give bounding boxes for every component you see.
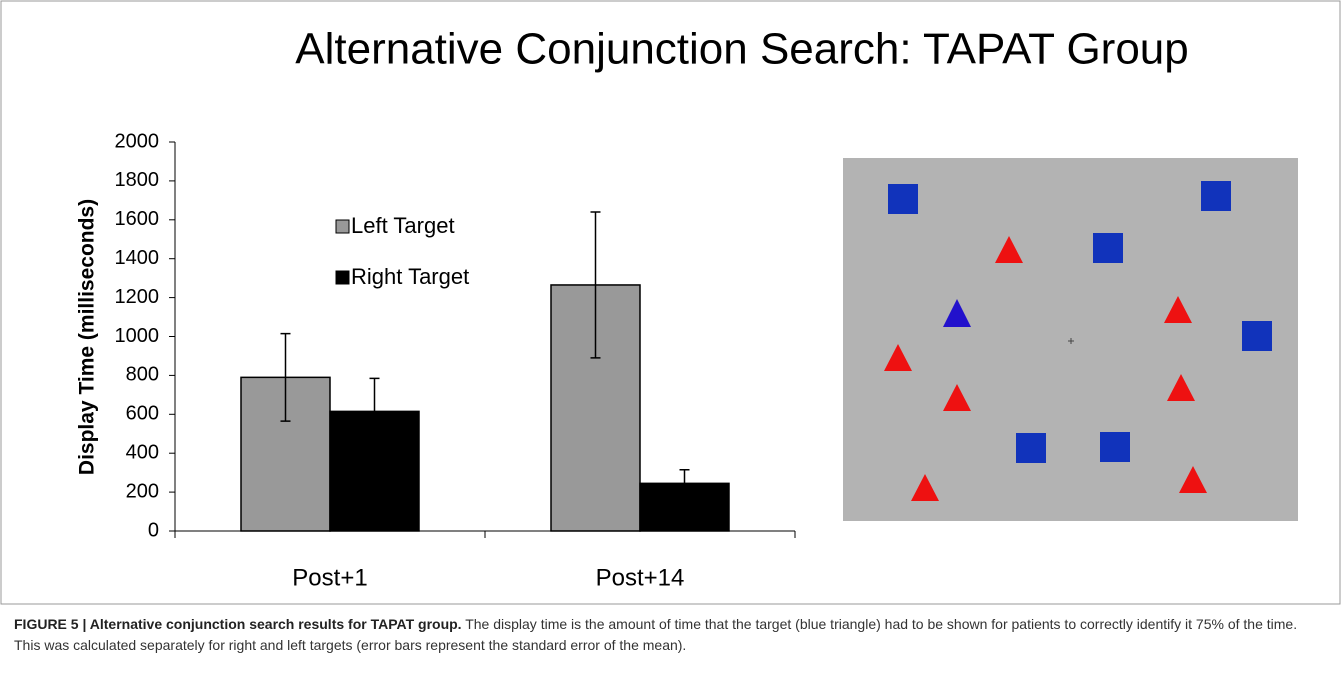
x-tick-label: Post+1 xyxy=(292,564,367,591)
y-tick-label: 0 xyxy=(148,519,159,541)
error-bar xyxy=(280,332,291,422)
y-tick-label: 1000 xyxy=(115,325,160,347)
caption: FIGURE 5 | Alternative conjunction searc… xyxy=(14,614,1314,656)
error-bar xyxy=(679,468,690,498)
fixation-cross xyxy=(1068,338,1074,344)
legend-swatch xyxy=(335,270,350,285)
y-tick-label: 1400 xyxy=(115,247,160,269)
y-tick-label: 200 xyxy=(126,480,159,502)
y-tick-label: 800 xyxy=(126,364,159,386)
y-tick-label: 2000 xyxy=(115,130,160,152)
legend-swatch xyxy=(335,219,350,234)
error-bar xyxy=(590,211,601,359)
y-tick-label: 1200 xyxy=(115,286,160,308)
target-triangle xyxy=(943,299,971,327)
y-tick-label: 1600 xyxy=(115,208,160,230)
legend-label: Left Target xyxy=(351,213,455,238)
legend-label: Right Target xyxy=(351,264,469,289)
x-tick-label: Post+14 xyxy=(596,564,685,591)
error-bar xyxy=(369,377,380,446)
chart-title: Alternative Conjunction Search: TAPAT Gr… xyxy=(295,25,1189,74)
y-tick-label: 600 xyxy=(126,403,159,425)
chart: Alternative Conjunction Search: TAPAT Gr… xyxy=(0,0,1341,605)
blue-squares xyxy=(888,181,1272,463)
y-tick-label: 400 xyxy=(126,441,159,463)
red-triangles xyxy=(884,236,1207,501)
y-axis-label: Display Time (milliseconds) xyxy=(76,199,99,475)
y-tick-label: 1800 xyxy=(115,169,160,191)
caption-label: FIGURE 5 | Alternative conjunction searc… xyxy=(14,616,462,632)
caption-text: The display time is the amount of time t… xyxy=(14,616,1298,653)
frame xyxy=(0,0,1341,605)
stimulus-panel xyxy=(843,158,1298,521)
